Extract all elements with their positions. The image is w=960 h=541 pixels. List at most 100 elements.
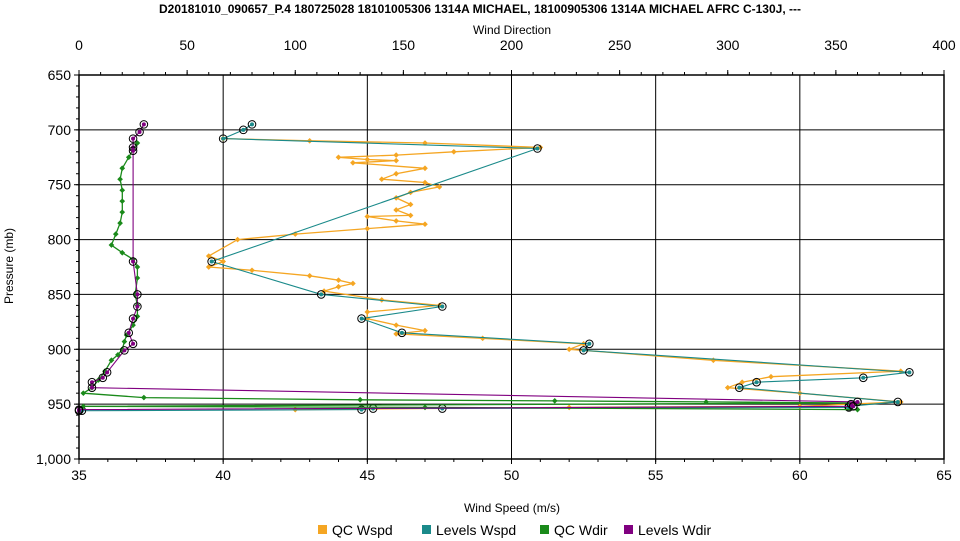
data-point-core-levels-wdir [131,148,136,153]
data-point-qc-wspd [393,152,399,158]
data-point-qc-wdir [108,357,115,364]
data-point-qc-wspd [364,156,371,163]
data-point-core-levels-wdir [126,330,131,335]
data-point-core-levels-wspd [581,348,586,353]
data-point-core-levels-wdir [855,399,860,404]
data-point-levels-wspd [905,368,914,377]
data-point-levels-wspd [858,373,868,383]
x-top-tick-label: 400 [932,37,956,53]
data-point-levels-wspd [357,405,366,414]
data-point-qc-wspd [350,280,356,287]
data-point-core-levels-wspd [440,304,445,309]
data-point-levels-wdir [102,368,112,377]
x-bottom-tick-label: 35 [71,467,87,483]
series-line-qc-wdir [81,142,858,411]
data-point-levels-wspd [533,144,542,153]
y-tick-label: 700 [48,122,72,138]
chart-title: D20181010_090657_P.4 180725028 181010053… [159,2,801,16]
data-point-core-levels-wspd [737,385,742,390]
y-tick-label: 850 [48,286,72,302]
data-point-qc-wdir [141,394,147,401]
data-point-core-levels-wdir [141,122,146,127]
legend-swatch-levels-wdir [624,525,633,534]
grid-layer [79,75,944,459]
data-point-levels-wdir [135,127,144,137]
data-point-qc-wdir [134,313,141,320]
data-point-levels-wspd [239,125,248,135]
series-line-levels-wspd [81,123,910,412]
data-point-core-levels-wdir [89,385,94,390]
data-point-qc-wspd [897,399,904,405]
data-point-core-levels-wspd [359,316,364,321]
data-point-core-levels-wdir [851,404,856,409]
data-point-core-levels-wdir [100,375,105,380]
data-point-qc-wspd [407,212,414,219]
data-point-qc-wspd [306,272,313,279]
data-point-levels-wdir [848,402,858,411]
data-point-core-levels-wspd [861,375,866,380]
y-axis-label: Pressure (mb) [2,228,16,304]
legend-swatch-qc-wdir [540,525,549,534]
data-point-qc-wdir [108,242,115,248]
top-axis-label: Wind Direction [473,23,551,37]
data-point-levels-wdir [128,134,138,143]
data-point-qc-wdir [119,249,126,256]
legend-swatch-levels-wspd [422,525,431,534]
data-point-levels-wspd [207,257,216,266]
data-point-levels-wdir [87,383,97,392]
series-line-levels-wdir [78,124,858,411]
series-qc-wspd [205,135,904,413]
data-point-qc-wspd [768,373,774,380]
y-tick-label: 1,000 [36,451,71,467]
legend-label-qc-wspd: QC Wspd [332,522,393,538]
data-point-core-levels-wdir [137,130,142,135]
series-line-qc-wspd [207,137,901,411]
x-bottom-tick-label: 55 [648,467,664,483]
data-point-qc-wdir [551,398,558,404]
data-point-core-levels-wspd [209,259,214,264]
data-point-levels-wspd [218,134,228,143]
data-point-qc-wdir [119,187,126,194]
x-top-tick-label: 50 [179,37,195,53]
legend-label-qc-wdir: QC Wdir [554,522,608,538]
data-point-levels-wdir [853,397,862,407]
data-point-qc-wspd [350,159,356,166]
data-point-core-levels-wdir [131,341,136,346]
data-point-levels-wdir [124,328,134,338]
data-point-core-levels-wspd [241,127,246,132]
data-point-levels-wspd [579,346,588,355]
legend-item-qc-wdir: QC Wdir [540,522,608,538]
data-point-qc-wspd [422,179,428,186]
data-point-levels-wspd [397,328,407,338]
data-point-qc-wdir [357,396,363,403]
data-point-qc-wdir [125,154,132,161]
data-point-qc-wspd [724,384,731,391]
data-point-core-levels-wdir [135,304,140,309]
data-point-levels-wdir [846,399,856,409]
data-point-core-levels-wdir [135,292,140,297]
x-bottom-tick-label: 45 [360,467,376,483]
data-point-qc-wspd [739,379,745,386]
bottom-axis-label: Wind Speed (m/s) [464,501,560,515]
x-top-tick-label: 250 [608,37,632,53]
x-top-tick-label: 100 [284,37,308,53]
legend-swatch-qc-wspd [318,525,327,534]
data-point-qc-wspd [422,165,428,172]
series-qc-wdir [80,140,861,413]
data-point-qc-wspd [479,335,486,342]
data-point-levels-wdir [98,373,108,383]
data-point-core-levels-wspd [250,122,254,127]
data-point-qc-wdir [119,165,126,172]
data-point-qc-wspd [566,346,572,353]
data-point-levels-wdir [133,290,142,299]
data-point-core-levels-wspd [221,136,226,141]
data-point-core-levels-wdir [122,348,127,353]
data-point-qc-wdir [422,404,428,411]
tick-layer: 35 40 45 50 55 60 650 50 100 150 200 250 300 350 40065… [36,37,956,483]
data-point-core-levels-wdir [131,316,136,321]
data-point-qc-wspd [335,283,342,290]
data-point-core-levels-wdir [89,380,94,385]
data-point-core-levels-wspd [895,399,900,404]
legend-label-levels-wspd: Levels Wspd [436,522,516,538]
data-point-levels-wspd [438,302,447,311]
